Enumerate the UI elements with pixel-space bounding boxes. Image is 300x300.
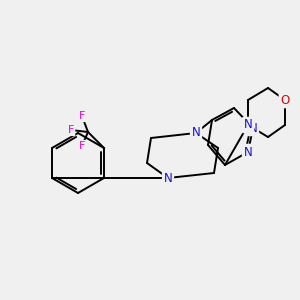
Text: N: N (164, 172, 172, 184)
Text: F: F (79, 111, 85, 121)
Text: F: F (68, 125, 74, 135)
Text: O: O (280, 94, 290, 106)
Text: N: N (244, 146, 252, 158)
Text: N: N (249, 122, 257, 134)
Text: F: F (79, 141, 85, 151)
Text: N: N (192, 127, 200, 140)
Text: N: N (244, 118, 252, 131)
